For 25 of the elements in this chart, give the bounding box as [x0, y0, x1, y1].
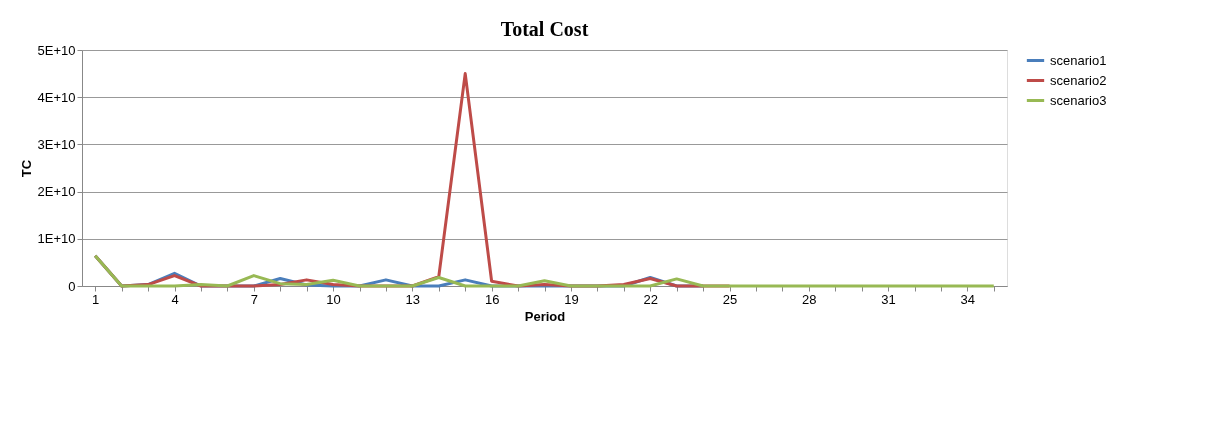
x-tick-label: 34	[960, 291, 976, 307]
x-axis-title: Period	[524, 308, 566, 324]
legend-label: scenario2	[1050, 72, 1107, 88]
y-tick-label: 0	[68, 278, 76, 294]
x-tick-label: 1	[92, 291, 100, 307]
x-tick-label: 25	[722, 291, 738, 307]
x-tick-label: 16	[484, 291, 500, 307]
legend-label: scenario3	[1050, 92, 1107, 108]
x-tick-label: 7	[250, 291, 258, 307]
x-tick-label: 22	[643, 291, 658, 307]
y-tick-label: 3E+10	[37, 136, 76, 152]
x-tick-label: 19	[564, 291, 579, 307]
x-tick-label: 10	[326, 291, 341, 307]
y-tick-label: 4E+10	[37, 89, 76, 105]
x-tick-label: 13	[405, 291, 421, 307]
x-tick-label: 28	[802, 291, 817, 307]
y-tick-label: 1E+10	[37, 231, 76, 247]
y-axis-title: TC	[18, 159, 34, 178]
legend-label: scenario1	[1050, 52, 1107, 68]
x-tick-label: 31	[881, 291, 896, 307]
y-tick-label: 5E+10	[37, 42, 76, 58]
y-tick-label: 2E+10	[37, 184, 76, 200]
line-series	[93, 254, 996, 288]
x-tick-label: 4	[171, 291, 179, 307]
chart-title: Total Cost	[500, 18, 589, 40]
